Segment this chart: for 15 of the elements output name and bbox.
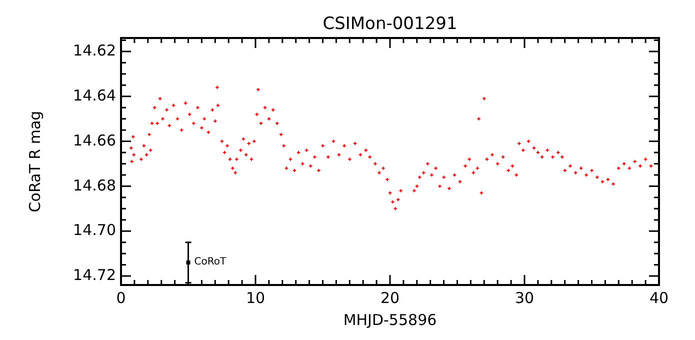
chart-title: CSIMon-001291 [322, 14, 458, 34]
y-tick-label: 14.70 [73, 221, 116, 240]
y-tick-label: 14.72 [73, 266, 116, 284]
y-tick-label: 14.68 [73, 176, 116, 194]
y-tick-label: 14.64 [73, 86, 116, 104]
x-tick-label: 30 [514, 289, 534, 307]
series-label: CoRoT [194, 256, 227, 268]
x-tick-label: 10 [246, 289, 266, 307]
x-tick-label: 20 [380, 289, 400, 307]
x-tick-label: 0 [116, 289, 126, 307]
y-tick-label: 14.66 [73, 131, 116, 150]
y-tick-label: 14.62 [73, 42, 116, 60]
x-axis-title: MHJD-55896 [343, 311, 437, 329]
x-tick-label: 40 [649, 289, 669, 307]
y-axis-title: CoRaT R mag [26, 110, 44, 212]
